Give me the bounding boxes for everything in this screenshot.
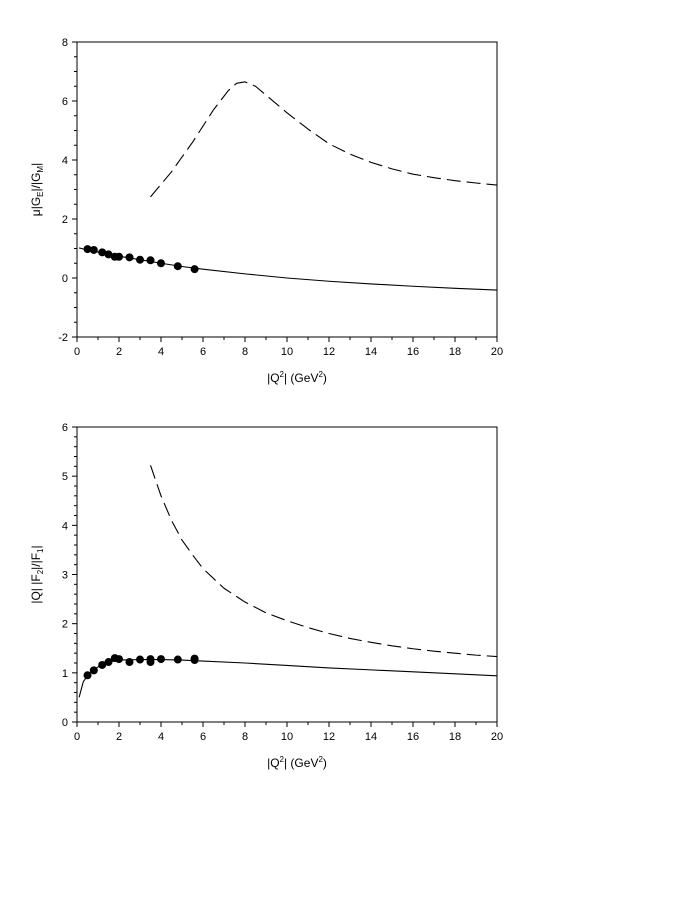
x-tick-label: 2 [116, 731, 122, 743]
data-point [190, 654, 199, 663]
x-tick-label: 6 [200, 346, 206, 358]
data-point [146, 655, 155, 664]
dashed-curve [150, 81, 497, 198]
data-point [83, 245, 92, 254]
data-point [115, 252, 123, 261]
y-tick-label: 2 [62, 214, 68, 226]
y-tick-label: 3 [62, 570, 68, 582]
solid-curve [78, 659, 497, 698]
data-point [89, 666, 98, 675]
plot-frame [76, 41, 498, 338]
x-axis-label-part: ) [323, 371, 327, 385]
x-tick-label: 18 [449, 346, 461, 358]
y-tick-label: 2 [62, 619, 68, 631]
x-tick-label: 16 [407, 346, 419, 358]
y-tick-label: 6 [62, 96, 68, 108]
y-axis-label-part: E [36, 191, 45, 196]
x-tick-label: 4 [158, 346, 164, 358]
x-tick-label: 18 [449, 731, 461, 743]
data-point [157, 655, 165, 664]
x-axis-label-part: ) [323, 756, 327, 770]
x-axis-label-part: 2 [280, 370, 285, 379]
x-tick-label: 20 [491, 731, 503, 743]
y-axis-label-part: 2 [36, 569, 45, 574]
data-point [190, 265, 199, 274]
x-axis-label-part: | (GeV [284, 371, 318, 385]
x-axis-label-part: |Q [267, 756, 279, 770]
x-axis-label: |Q2| (GeV2) [267, 755, 327, 770]
data-point [173, 655, 182, 664]
x-tick-label: 8 [242, 731, 248, 743]
x-tick-label: 4 [158, 731, 164, 743]
y-tick-label: 1 [62, 668, 68, 680]
data-point [104, 658, 113, 667]
plot-frame [76, 426, 498, 723]
x-axis-label: |Q2| (GeV2) [267, 370, 327, 385]
x-tick-label: 14 [365, 346, 377, 358]
x-axis-label-part: 2 [280, 755, 285, 764]
y-axis-label-part: μ|G [29, 197, 43, 216]
y-tick-label: 4 [62, 155, 68, 167]
x-tick-label: 14 [365, 731, 377, 743]
x-axis-label-part: 2 [318, 755, 323, 764]
y-tick-label: 4 [62, 520, 68, 532]
y-axis-label-part: | [29, 163, 43, 166]
y-tick-label: 0 [62, 273, 68, 285]
data-point [98, 660, 107, 669]
y-axis-label: μ|GE|/|GM| [29, 163, 45, 216]
data-point [146, 256, 155, 265]
data-point [98, 248, 107, 257]
data-point [83, 671, 92, 680]
y-axis-label-part: 1 [36, 548, 45, 553]
data-point [125, 658, 134, 667]
x-tick-label: 0 [74, 346, 80, 358]
x-tick-label: 12 [323, 731, 335, 743]
y-axis-label: |Q| |F2|/|F1| [29, 545, 45, 603]
x-axis-label-part: |Q [267, 371, 279, 385]
x-tick-label: 0 [74, 731, 80, 743]
x-tick-label: 2 [116, 346, 122, 358]
y-axis-label-part: | [29, 545, 43, 548]
x-tick-label: 10 [281, 731, 293, 743]
x-tick-label: 8 [242, 346, 248, 358]
x-axis-label-part: | (GeV [284, 756, 318, 770]
x-tick-label: 10 [281, 346, 293, 358]
data-point [125, 253, 134, 262]
y-axis-label-part: |/|G [29, 173, 43, 192]
data-point [136, 255, 144, 264]
data-point [173, 262, 182, 271]
data-point [104, 250, 113, 259]
x-tick-label: 12 [323, 346, 335, 358]
y-tick-label: 5 [62, 471, 68, 483]
y-axis-label-part: |Q| |F [29, 574, 43, 603]
x-tick-label: 20 [491, 346, 503, 358]
x-tick-label: 6 [200, 731, 206, 743]
y-axis-label-part: |/|F [29, 553, 43, 570]
data-point [157, 259, 165, 268]
y-tick-label: 8 [62, 37, 68, 49]
data-point [89, 245, 98, 254]
data-point [115, 655, 123, 664]
dashed-curve [149, 465, 497, 658]
data-point [136, 655, 144, 664]
y-tick-label: -2 [58, 332, 68, 344]
x-tick-label: 16 [407, 731, 419, 743]
y-axis-label-part: M [36, 166, 45, 173]
y-tick-label: 0 [62, 717, 68, 729]
solid-curve [78, 247, 497, 291]
x-axis-label-part: 2 [318, 370, 323, 379]
y-tick-label: 6 [62, 422, 68, 434]
